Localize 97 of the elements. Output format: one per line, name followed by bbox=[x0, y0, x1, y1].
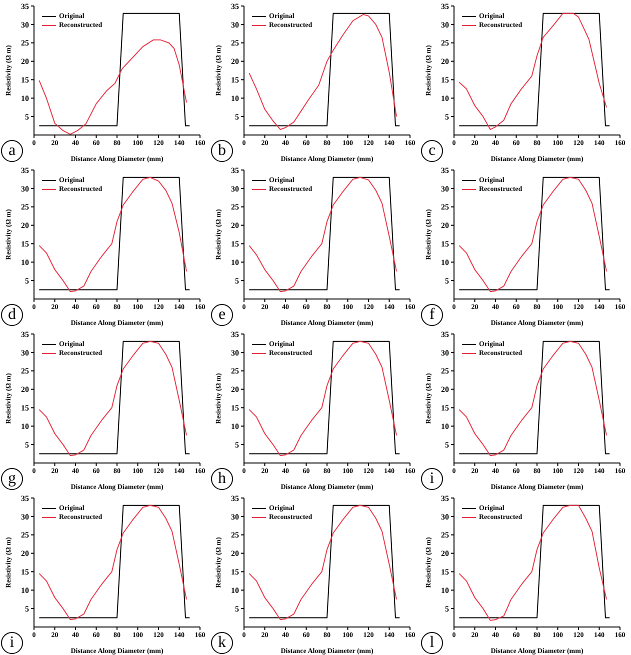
y-tick-label: 15 bbox=[441, 404, 449, 413]
y-tick-label: 30 bbox=[21, 512, 29, 522]
y-tick-label: 35 bbox=[441, 494, 449, 503]
text: i bbox=[421, 468, 443, 490]
y-tick-label: 30 bbox=[21, 20, 29, 30]
text: a bbox=[1, 140, 23, 162]
y-tick-label: 10 bbox=[21, 422, 29, 431]
y-tick-label: 10 bbox=[441, 586, 449, 595]
y-tick-label: 25 bbox=[231, 202, 239, 212]
y-tick-label: 20 bbox=[441, 549, 449, 558]
y-tick-label: 25 bbox=[21, 366, 29, 376]
text: l bbox=[421, 632, 443, 654]
y-tick-label: 15 bbox=[21, 240, 29, 249]
y-tick-label: 10 bbox=[441, 258, 449, 267]
y-tick-label: 5 bbox=[25, 276, 29, 286]
text: k bbox=[211, 632, 233, 654]
y-tick-label: 5 bbox=[445, 276, 449, 286]
y-tick-label: 10 bbox=[231, 94, 239, 103]
y-tick-label: 20 bbox=[231, 57, 239, 66]
y-tick-label: 35 bbox=[231, 2, 239, 11]
y-tick-label: 10 bbox=[231, 258, 239, 267]
text: i bbox=[1, 632, 23, 654]
line-series bbox=[38, 39, 188, 135]
y-tick-label: 35 bbox=[231, 494, 239, 503]
y-tick-label: 35 bbox=[21, 166, 29, 175]
y-tick-label: 15 bbox=[441, 568, 449, 577]
text: e bbox=[211, 304, 233, 326]
y-tick-label: 30 bbox=[231, 20, 239, 30]
y-tick-label: 20 bbox=[231, 549, 239, 558]
y-tick-label: 20 bbox=[21, 549, 29, 558]
y-tick-label: 25 bbox=[231, 530, 239, 540]
y-tick-label: 10 bbox=[231, 422, 239, 431]
y-tick-label: 30 bbox=[231, 184, 239, 194]
y-tick-label: 15 bbox=[231, 240, 239, 249]
y-tick-label: 20 bbox=[21, 221, 29, 230]
y-tick-label: 5 bbox=[445, 440, 449, 450]
y-tick-label: 25 bbox=[231, 38, 239, 48]
y-tick-label: 5 bbox=[235, 440, 239, 450]
y-tick-label: 35 bbox=[231, 166, 239, 175]
text: d bbox=[1, 304, 23, 326]
text: f bbox=[421, 304, 443, 326]
y-tick-label: 5 bbox=[25, 440, 29, 450]
y-tick-label: 35 bbox=[21, 2, 29, 11]
y-tick-label: 15 bbox=[231, 568, 239, 577]
y-tick-label: 15 bbox=[231, 76, 239, 85]
y-tick-label: 10 bbox=[441, 94, 449, 103]
y-tick-label: 15 bbox=[441, 240, 449, 249]
y-tick-label: 25 bbox=[21, 38, 29, 48]
y-tick-label: 5 bbox=[445, 112, 449, 122]
y-tick-label: 25 bbox=[231, 366, 239, 376]
y-tick-label: 35 bbox=[441, 166, 449, 175]
y-tick-label: 20 bbox=[441, 221, 449, 230]
y-tick-label: 25 bbox=[21, 530, 29, 540]
y-tick-label: 30 bbox=[21, 348, 29, 358]
y-tick-label: 15 bbox=[21, 404, 29, 413]
y-tick-label: 20 bbox=[231, 385, 239, 394]
y-tick-label: 10 bbox=[231, 586, 239, 595]
y-tick-label: 30 bbox=[441, 512, 449, 522]
y-tick-label: 20 bbox=[231, 221, 239, 230]
y-tick-label: 5 bbox=[235, 604, 239, 614]
y-tick-label: 30 bbox=[231, 512, 239, 522]
y-tick-label: 15 bbox=[441, 76, 449, 85]
text: g bbox=[1, 468, 23, 490]
y-tick-label: 35 bbox=[231, 330, 239, 339]
y-tick-label: 20 bbox=[21, 57, 29, 66]
y-tick-label: 5 bbox=[25, 604, 29, 614]
text: c bbox=[421, 140, 443, 162]
y-tick-label: 10 bbox=[21, 586, 29, 595]
y-tick-label: 30 bbox=[441, 184, 449, 194]
y-tick-label: 25 bbox=[441, 202, 449, 212]
y-tick-label: 5 bbox=[445, 604, 449, 614]
y-tick-label: 30 bbox=[21, 184, 29, 194]
y-tick-label: 15 bbox=[21, 568, 29, 577]
y-tick-label: 15 bbox=[21, 76, 29, 85]
y-tick-label: 15 bbox=[231, 404, 239, 413]
y-tick-label: 30 bbox=[441, 348, 449, 358]
y-tick-label: 35 bbox=[441, 330, 449, 339]
y-tick-label: 5 bbox=[25, 112, 29, 122]
y-tick-label: 25 bbox=[441, 530, 449, 540]
y-tick-label: 25 bbox=[21, 202, 29, 212]
y-tick-label: 30 bbox=[231, 348, 239, 358]
y-tick-label: 25 bbox=[441, 38, 449, 48]
y-tick-label: 35 bbox=[21, 330, 29, 339]
y-tick-label: 20 bbox=[441, 385, 449, 394]
y-tick-label: 30 bbox=[441, 20, 449, 30]
y-tick-label: 5 bbox=[235, 276, 239, 286]
y-tick-label: 35 bbox=[441, 2, 449, 11]
y-tick-label: 5 bbox=[235, 112, 239, 122]
text: b bbox=[211, 140, 233, 162]
y-tick-label: 10 bbox=[21, 258, 29, 267]
text: h bbox=[211, 468, 233, 490]
y-tick-label: 25 bbox=[441, 366, 449, 376]
y-tick-label: 35 bbox=[21, 494, 29, 503]
y-tick-label: 20 bbox=[441, 57, 449, 66]
y-tick-label: 10 bbox=[21, 94, 29, 103]
y-tick-label: 10 bbox=[441, 422, 449, 431]
y-tick-label: 20 bbox=[21, 385, 29, 394]
